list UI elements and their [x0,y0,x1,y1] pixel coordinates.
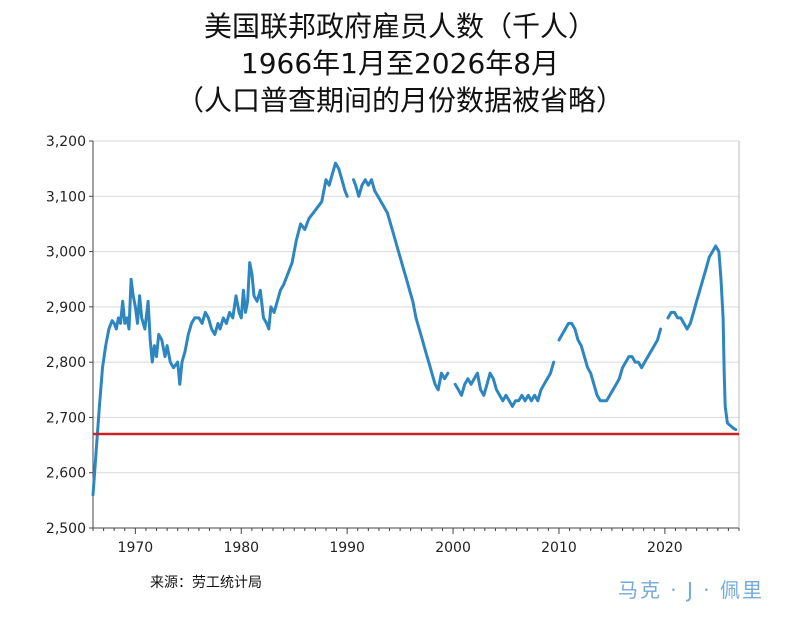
x-axis-ticks: 1970 1980 1990 2000 2010 2020 [92,528,740,556]
grid-lines [93,140,739,529]
series-line-segment [557,321,663,403]
axes [92,141,740,529]
chart-note: （人口普查期间的月份数据被省略） [175,84,624,117]
series-line-segment [453,360,556,408]
y-tick-label: 2,900 [46,300,86,316]
y-tick-label: 2,700 [46,410,86,426]
x-tick-label: 2020 [647,540,683,556]
series-line-segment [352,178,450,392]
x-tick-label: 2010 [541,540,577,556]
data-series [91,161,738,497]
x-tick-label: 1990 [329,540,365,556]
x-tick-label: 1980 [223,540,259,556]
x-tick-label: 2000 [435,540,471,556]
y-axis-ticks: 2,500 2,600 2,700 2,800 2,900 3,000 3,100 3,200 [46,134,93,537]
y-tick-label: 2,600 [46,466,86,482]
series-line-segment [91,161,349,497]
y-tick-label: 2,500 [46,521,86,537]
x-tick-label: 1970 [118,540,154,556]
watermark-text: 马克 · J · 佩里 [617,578,764,602]
source-note: 来源：劳工统计局 [150,575,262,591]
chart-subtitle: 1966年1月至2026年8月 [240,47,560,80]
title-block: 美国联邦政府雇员人数（千人） 1966年1月至2026年8月 （人口普查期间的月… [0,8,800,119]
y-tick-label: 2,800 [46,355,86,371]
y-tick-label: 3,200 [46,134,86,150]
y-tick-label: 3,100 [46,189,86,205]
chart-title: 美国联邦政府雇员人数（千人） [203,10,596,43]
series-line-segment [666,244,738,432]
y-tick-label: 3,000 [46,245,86,261]
